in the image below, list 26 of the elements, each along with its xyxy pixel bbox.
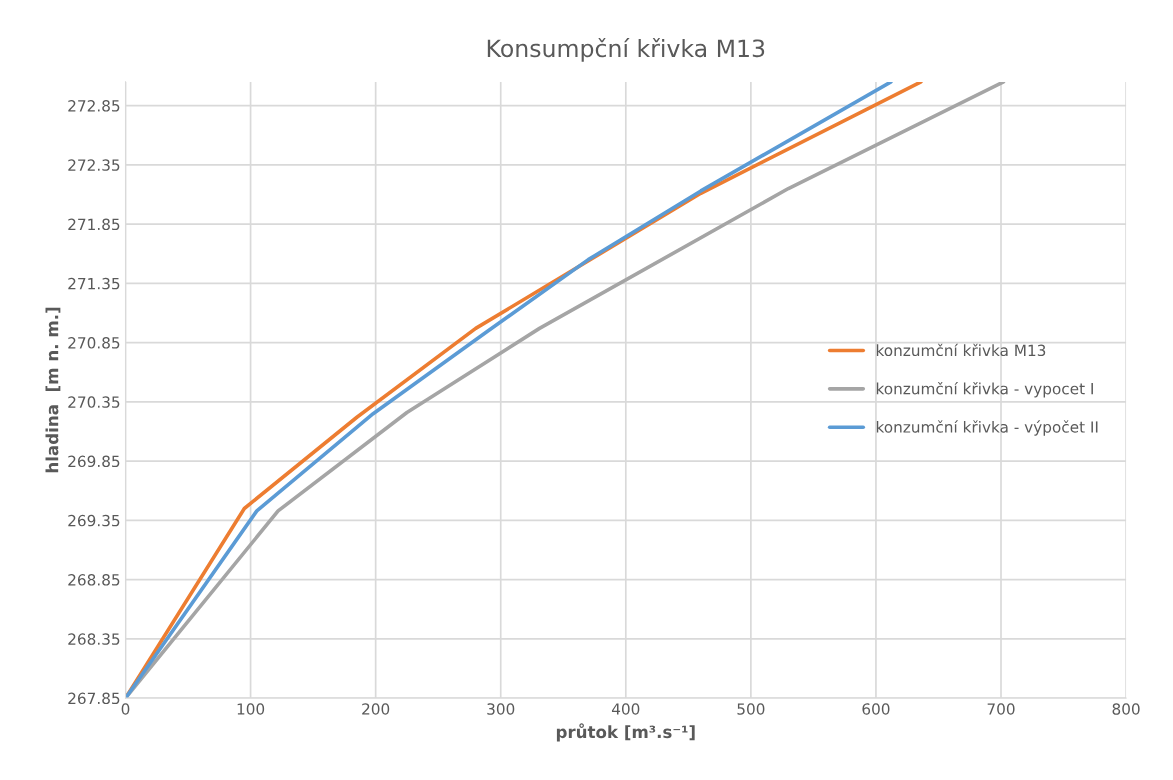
x-tick-label: 100 — [237, 703, 265, 715]
legend-label: konzumční křivka - vypocet I — [876, 382, 1093, 398]
x-axis-title: průtok [m³.s⁻¹] — [556, 723, 695, 742]
legend-label: konzumční křivka M13 — [876, 343, 1046, 357]
y-tick-label: 271.35 — [68, 277, 120, 290]
y-tick-label: 270.35 — [68, 396, 120, 408]
x-tick-label: 500 — [737, 703, 765, 715]
y-tick-label: 272.35 — [68, 159, 120, 171]
y-tick-label: 267.85 — [68, 692, 120, 705]
y-tick-label: 272.85 — [68, 100, 120, 112]
chart-title: Konsumpční křivka M13 — [487, 38, 765, 62]
x-tick-label: 600 — [862, 703, 890, 715]
y-tick-label: 269.85 — [68, 455, 120, 468]
x-tick-label: 700 — [987, 703, 1015, 715]
y-tick-label: 268.85 — [68, 574, 120, 586]
y-axis-title: hladina [m n. m.] — [45, 307, 61, 473]
x-tick-label: 400 — [611, 703, 640, 715]
x-tick-label: 800 — [1112, 703, 1140, 715]
x-tick-label: 0 — [121, 703, 130, 715]
y-tick-label: 270.85 — [68, 337, 120, 349]
y-tick-label: 268.35 — [68, 633, 120, 645]
y-tick-label: 271.85 — [68, 218, 120, 231]
legend-label: konzumční křivka - výpočet II — [876, 420, 1098, 436]
y-tick-label: 269.35 — [68, 514, 120, 527]
x-tick-label: 200 — [362, 703, 390, 715]
x-tick-label: 300 — [487, 703, 515, 715]
